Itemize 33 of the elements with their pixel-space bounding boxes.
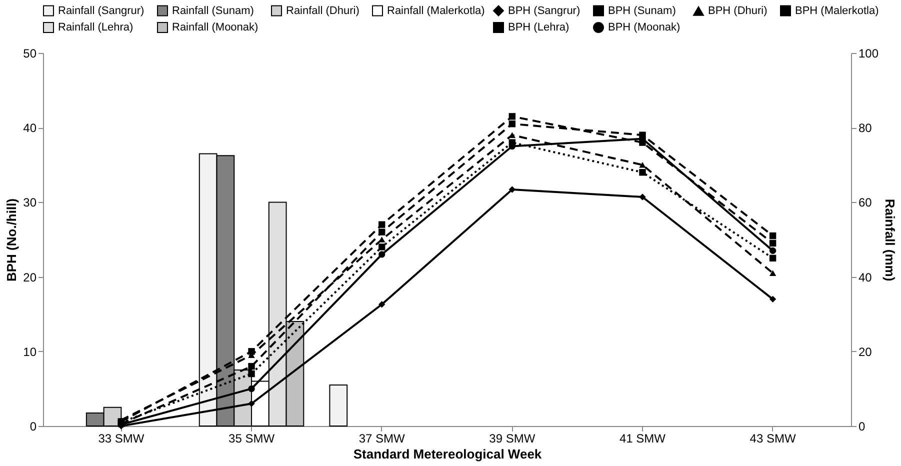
legend-label: Rainfall (Sangrur) [58, 4, 144, 17]
x-tick-label: 33 SMW [98, 432, 145, 446]
legend-label: Rainfall (Lehra) [58, 22, 134, 34]
y-tick-label: 20 [23, 270, 37, 284]
legend-label: BPH (Sunam) [608, 4, 676, 17]
x-axis-title: Standard Metereological Week [353, 446, 542, 462]
y-tick-label: 40 [23, 121, 37, 136]
legend-label: Rainfall (Sunam) [172, 4, 254, 17]
y2-tick-label: 60 [858, 196, 872, 210]
y-axis-title: BPH (No./hill) [4, 198, 20, 282]
legend-label: BPH (Moonak) [608, 22, 680, 34]
x-tick-label: 35 SMW [228, 432, 276, 446]
y-tick-label: 0 [30, 420, 37, 434]
legend-label: BPH (Malerkotla) [795, 4, 879, 17]
x-tick-label: 39 SMW [489, 432, 536, 446]
legend-label: Rainfall (Malerkotla) [387, 4, 485, 17]
legend-label: BPH (Lehra) [508, 22, 570, 34]
y2-axis-title: Rainfall (mm) [882, 198, 898, 282]
legend-label: Rainfall (Dhuri) [286, 4, 360, 17]
y2-tick-label: 100 [858, 46, 879, 60]
y2-tick-label: 80 [858, 121, 872, 136]
x-tick-label: 43 SMW [750, 432, 796, 446]
y2-tick-label: 20 [858, 344, 872, 359]
y2-tick-label: 0 [858, 420, 866, 434]
x-tick-label: 41 SMW [619, 432, 666, 446]
legend-label: BPH (Sangrur) [508, 4, 580, 17]
x-tick-label: 37 SMW [358, 432, 406, 446]
legend-label: Rainfall (Moonak) [172, 22, 258, 34]
y-tick-label: 30 [23, 196, 37, 210]
y2-tick-label: 40 [858, 270, 872, 284]
y-tick-label: 50 [23, 46, 37, 60]
legend-label: BPH (Dhuri) [708, 5, 768, 18]
y-tick-label: 10 [23, 344, 37, 359]
